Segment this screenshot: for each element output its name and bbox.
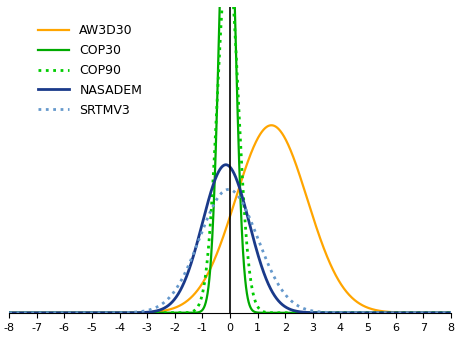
NASADEM [435, 311, 440, 315]
AW3D30 [221, 233, 226, 237]
Line: AW3D30: AW3D30 [9, 125, 450, 313]
COP90 [353, 311, 359, 315]
COP90 [29, 311, 34, 315]
Line: NASADEM: NASADEM [9, 165, 450, 313]
COP30 [209, 236, 214, 240]
AW3D30 [29, 311, 34, 315]
SRTMV3 [353, 311, 359, 315]
AW3D30 [209, 262, 214, 267]
NASADEM [223, 163, 228, 167]
COP30 [435, 311, 440, 315]
NASADEM [353, 311, 359, 315]
SRTMV3 [221, 189, 226, 193]
AW3D30 [353, 300, 359, 304]
SRTMV3 [435, 311, 440, 315]
NASADEM [434, 311, 440, 315]
COP90 [435, 311, 440, 315]
NASADEM [447, 311, 453, 315]
AW3D30 [447, 311, 453, 315]
AW3D30 [6, 311, 12, 315]
NASADEM [209, 186, 214, 190]
AW3D30 [268, 123, 274, 127]
Legend: AW3D30, COP30, COP90, NASADEM, SRTMV3: AW3D30, COP30, COP90, NASADEM, SRTMV3 [33, 19, 147, 122]
COP30 [447, 311, 453, 315]
AW3D30 [435, 311, 440, 315]
SRTMV3 [29, 311, 34, 315]
COP90 [6, 311, 12, 315]
COP30 [29, 311, 34, 315]
NASADEM [29, 311, 34, 315]
SRTMV3 [225, 187, 231, 191]
NASADEM [221, 163, 226, 167]
SRTMV3 [6, 311, 12, 315]
Line: COP90: COP90 [9, 0, 450, 313]
COP30 [6, 311, 12, 315]
COP30 [353, 311, 359, 315]
AW3D30 [434, 311, 440, 315]
COP30 [434, 311, 440, 315]
COP90 [434, 311, 440, 315]
Line: COP30: COP30 [9, 0, 450, 313]
Line: SRTMV3: SRTMV3 [9, 189, 450, 313]
SRTMV3 [447, 311, 453, 315]
SRTMV3 [209, 206, 214, 210]
COP90 [209, 193, 214, 197]
NASADEM [6, 311, 12, 315]
COP90 [447, 311, 453, 315]
SRTMV3 [434, 311, 440, 315]
